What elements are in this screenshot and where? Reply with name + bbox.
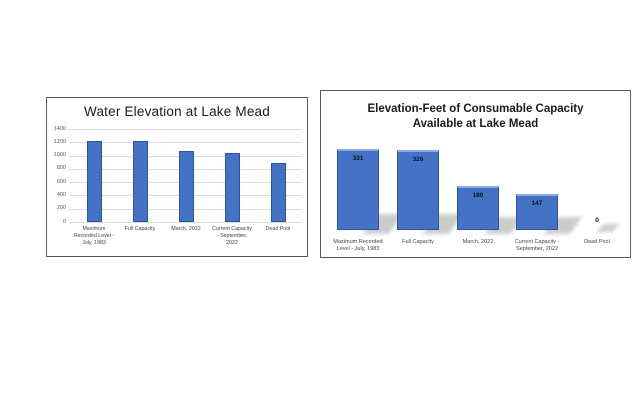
value-label: 180 (472, 191, 484, 199)
category-label: March, 2022 (171, 226, 201, 232)
right-chart-title: Elevation-Feet of Consumable Capacity Av… (321, 102, 630, 132)
category-label: Maximum Recorded Level - July, 1983 (333, 239, 383, 252)
y-axis-tick-label: 1400 (53, 125, 66, 132)
right-chart-card[interactable]: Elevation-Feet of Consumable Capacity Av… (320, 90, 631, 258)
bar[interactable]: 147 (516, 194, 558, 230)
gridline (69, 222, 302, 223)
bar[interactable]: 326 (397, 150, 439, 230)
y-axis-tick-label: 200 (56, 205, 66, 212)
left-plot-area: 0 200 400 600 800 1000 1200 1400 Maximum Recorded… (47, 98, 307, 256)
category-label: Maximum Recorded Level - July, 1983 (73, 226, 115, 246)
right-plot-area: 331 326 180 147 0 Maximum Recorded Level - Jul… (321, 91, 630, 257)
y-axis-tick-label: 0 (62, 218, 66, 225)
category-label: Dead Pool (265, 226, 291, 232)
y-axis-tick-label: 400 (56, 191, 66, 198)
bar[interactable] (86, 140, 102, 222)
bar[interactable] (178, 150, 194, 222)
bar[interactable] (224, 152, 240, 222)
value-label: 147 (531, 200, 543, 208)
right-chart-title-line2: Available at Lake Mead (412, 118, 539, 130)
category-label: Current Capacity - September, 2022 (514, 239, 560, 252)
left-chart-title: Water Elevation at Lake Mead (84, 104, 270, 119)
gridline (69, 142, 302, 144)
gridline (69, 129, 302, 130)
category-label: March, 2022 (462, 239, 494, 245)
y-axis-tick-label: 1000 (53, 152, 66, 159)
y-axis-tick-label: 800 (56, 165, 66, 172)
y-axis-tick-label: 600 (56, 178, 66, 185)
bar-shadow (597, 224, 619, 232)
right-chart-title-line1: Elevation-Feet of Consumable Capacity (367, 103, 584, 115)
value-label: 326 (412, 156, 424, 164)
bar[interactable]: 180 (457, 185, 499, 230)
bar[interactable]: 331 (337, 149, 379, 230)
category-label: Current Capacity - September, 2022 (212, 226, 252, 246)
value-label: 331 (352, 155, 364, 162)
y-axis-tick-label: 1200 (53, 138, 66, 145)
category-label: Dead Pool (584, 239, 610, 245)
bar[interactable] (132, 140, 148, 222)
bar[interactable] (270, 162, 286, 222)
category-label: Full Capacity (402, 239, 434, 245)
value-label: 0 (595, 217, 599, 224)
category-label: Full Capacity (124, 226, 156, 232)
left-chart-card[interactable]: Water Elevation at Lake Mead 0 200 400 600 8… (46, 97, 308, 257)
